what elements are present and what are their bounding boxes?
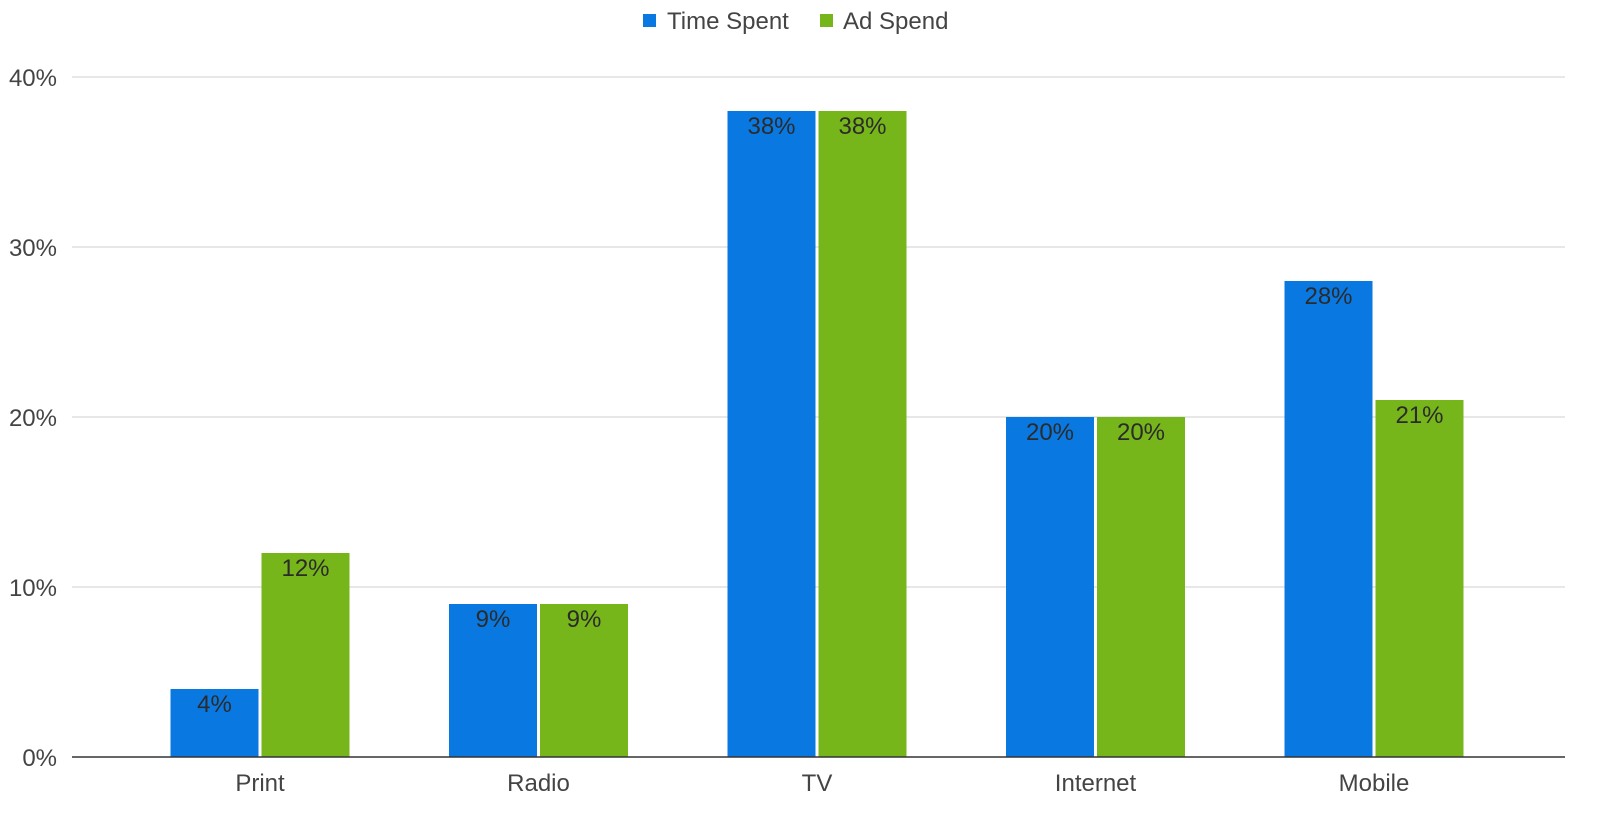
data-label-ad-spend-radio: 9% xyxy=(567,606,602,633)
legend: Time Spent Ad Spend xyxy=(643,8,948,35)
bar-time-spent-internet xyxy=(1006,417,1094,757)
bar-ad-spend-mobile xyxy=(1375,400,1464,757)
bar-ad-spend-tv xyxy=(818,111,907,757)
data-label-time-spent-internet: 20% xyxy=(1026,419,1074,446)
data-label-ad-spend-mobile: 21% xyxy=(1395,402,1443,429)
y-tick-label-20: 20% xyxy=(9,405,57,432)
y-tick-label-30: 30% xyxy=(9,235,57,262)
data-label-time-spent-mobile: 28% xyxy=(1304,283,1352,310)
data-label-ad-spend-internet: 20% xyxy=(1117,419,1165,446)
x-tick-label-radio: Radio xyxy=(507,770,570,797)
bar-time-spent-print xyxy=(170,689,259,757)
y-tick-label-10: 10% xyxy=(9,575,57,602)
legend-label-ad-spend: Ad Spend xyxy=(843,8,948,35)
legend-swatch-time-spent xyxy=(643,14,656,27)
legend-label-time-spent: Time Spent xyxy=(667,8,789,35)
x-axis: Print Radio TV Internet Mobile xyxy=(72,756,1565,797)
bar-ad-spend-radio xyxy=(540,604,628,757)
x-tick-label-internet: Internet xyxy=(1055,770,1137,797)
y-tick-label-0: 0% xyxy=(22,745,57,772)
y-axis-tick-labels: 0% 10% 20% 30% 40% xyxy=(9,65,57,772)
y-tick-label-40: 40% xyxy=(9,65,57,92)
data-label-time-spent-print: 4% xyxy=(197,691,232,718)
bars xyxy=(170,111,1464,757)
data-label-time-spent-radio: 9% xyxy=(476,606,511,633)
bar-ad-spend-print xyxy=(261,553,350,757)
x-tick-label-tv: TV xyxy=(802,770,833,797)
bar-time-spent-mobile xyxy=(1284,281,1373,757)
data-label-time-spent-tv: 38% xyxy=(747,113,795,140)
bar-ad-spend-internet xyxy=(1097,417,1185,757)
legend-swatch-ad-spend xyxy=(820,14,833,27)
data-label-ad-spend-print: 12% xyxy=(281,555,329,582)
data-labels: 4% 12% 9% 9% 38% 38% 20% 20% 28% 21% xyxy=(197,113,1443,718)
x-tick-label-mobile: Mobile xyxy=(1339,770,1410,797)
x-tick-label-print: Print xyxy=(235,770,285,797)
bar-time-spent-radio xyxy=(449,604,537,757)
bar-time-spent-tv xyxy=(727,111,816,757)
data-label-ad-spend-tv: 38% xyxy=(838,113,886,140)
